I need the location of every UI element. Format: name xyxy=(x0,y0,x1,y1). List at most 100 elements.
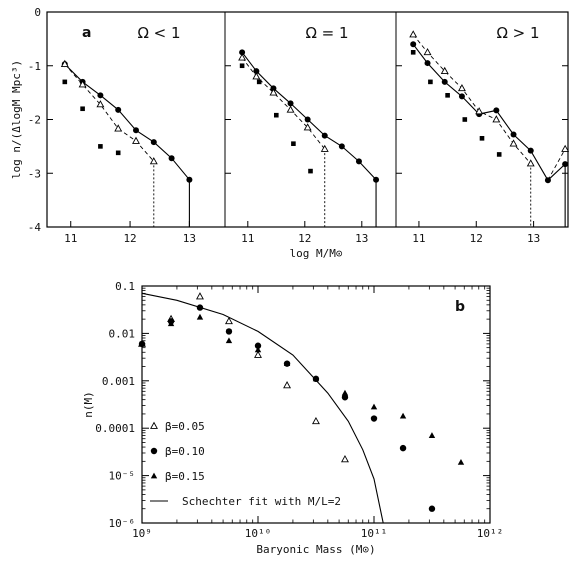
plot-area xyxy=(60,30,570,227)
omega-label: Ω > 1 xyxy=(496,24,539,42)
y-axis-label: log n/(ΔlogM Mpc³) xyxy=(10,60,23,179)
x-tick-label: 12 xyxy=(123,232,136,245)
data-point xyxy=(410,50,416,55)
y-tick-label: 0.0001 xyxy=(95,422,135,435)
data-point xyxy=(196,292,204,300)
data-point xyxy=(409,30,418,38)
data-point xyxy=(457,83,466,92)
data-point xyxy=(338,143,345,150)
y-tick-label: -3 xyxy=(28,167,41,180)
data-point xyxy=(252,72,261,80)
data-point xyxy=(312,375,320,382)
data-point xyxy=(341,394,349,401)
y-tick-label: -4 xyxy=(28,221,42,234)
x-tick-label: 13 xyxy=(355,232,368,245)
data-point xyxy=(341,455,349,463)
legend-marker xyxy=(150,472,158,479)
x-tick-label: 12 xyxy=(470,232,483,245)
data-point xyxy=(80,106,85,112)
data-point xyxy=(97,92,104,99)
data-point xyxy=(399,444,407,452)
data-point xyxy=(320,144,329,152)
data-point xyxy=(274,112,279,118)
data-point xyxy=(186,176,193,183)
y-tick-label: 10⁻⁶ xyxy=(109,517,136,530)
data-point xyxy=(225,337,233,344)
x-tick-label: 10¹⁰ xyxy=(245,527,272,540)
data-point xyxy=(509,139,518,147)
series-line xyxy=(412,43,566,182)
plot-area xyxy=(138,292,465,524)
data-point xyxy=(62,79,68,85)
data-point xyxy=(527,147,534,154)
data-point xyxy=(492,115,501,123)
data-point xyxy=(150,139,157,146)
legend-label: β=0.05 xyxy=(165,420,205,433)
x-tick-label: 12 xyxy=(298,232,311,245)
series-line xyxy=(241,51,377,181)
data-point xyxy=(286,105,295,113)
data-point xyxy=(149,157,158,165)
x-tick-label: 11 xyxy=(64,232,77,245)
data-point xyxy=(239,63,245,69)
data-point xyxy=(475,107,484,115)
y-tick-label: 10⁻⁵ xyxy=(109,470,136,483)
data-point xyxy=(287,100,294,107)
legend-marker xyxy=(150,447,158,455)
y-ticks: 0.1 0.01 0.001 0.0001 10⁻⁵ 10⁻⁶ xyxy=(95,280,490,530)
legend-label: β=0.15 xyxy=(165,470,205,483)
x-tick-label: 13 xyxy=(527,232,540,245)
data-point xyxy=(114,124,123,132)
data-point xyxy=(291,141,296,146)
series-line xyxy=(547,148,566,181)
x-ticks: 10⁹ 10¹⁰ 10¹¹ 10¹² xyxy=(132,286,503,540)
y-tick-label: 0.01 xyxy=(109,327,136,340)
data-point xyxy=(133,127,139,134)
data-point xyxy=(410,41,417,48)
panel-b-letter: b xyxy=(455,299,465,315)
x-ticks: 11 12 13 11 12 13 11 12 13 xyxy=(64,221,540,245)
data-point xyxy=(510,131,517,138)
series-line xyxy=(64,63,190,181)
schechter-fit-line xyxy=(141,292,384,524)
data-point xyxy=(424,60,431,67)
data-point xyxy=(132,136,140,144)
data-point xyxy=(254,342,262,349)
x-tick-label: 11 xyxy=(241,232,254,245)
legend-label: β=0.10 xyxy=(165,445,205,458)
data-point xyxy=(115,150,121,156)
legend-marker xyxy=(150,421,158,429)
x-axis-label: Baryonic Mass (M⊙) xyxy=(256,543,375,556)
legend: β=0.05 β=0.10 β=0.15 Schechter fit with … xyxy=(150,420,341,508)
data-point xyxy=(355,158,362,165)
data-point xyxy=(370,403,378,410)
data-point xyxy=(544,177,551,184)
series-line xyxy=(412,34,532,164)
x-axis-label: log M/M⊙ xyxy=(290,247,343,260)
x-tick-label: 10¹² xyxy=(477,527,504,540)
legend-label: Schechter fit with M/L=2 xyxy=(182,495,341,508)
data-point xyxy=(462,117,468,122)
data-point xyxy=(60,59,69,67)
data-point xyxy=(225,328,233,335)
data-point xyxy=(440,66,449,74)
data-point xyxy=(167,320,175,327)
panel-b-frame xyxy=(141,285,491,524)
data-point xyxy=(254,350,262,358)
data-point xyxy=(283,360,291,367)
data-point xyxy=(370,415,378,422)
data-point xyxy=(196,313,204,320)
data-point xyxy=(303,123,312,131)
y-tick-label: -2 xyxy=(28,114,41,127)
y-tick-label: -1 xyxy=(28,60,41,73)
data-point xyxy=(441,78,448,85)
data-point xyxy=(399,412,407,419)
data-point xyxy=(458,93,465,100)
data-point xyxy=(96,100,105,108)
data-point xyxy=(308,168,313,174)
x-tick-label: 11 xyxy=(412,232,425,245)
y-tick-label: 0.001 xyxy=(102,375,135,388)
data-point xyxy=(304,116,311,123)
data-point xyxy=(168,155,175,162)
